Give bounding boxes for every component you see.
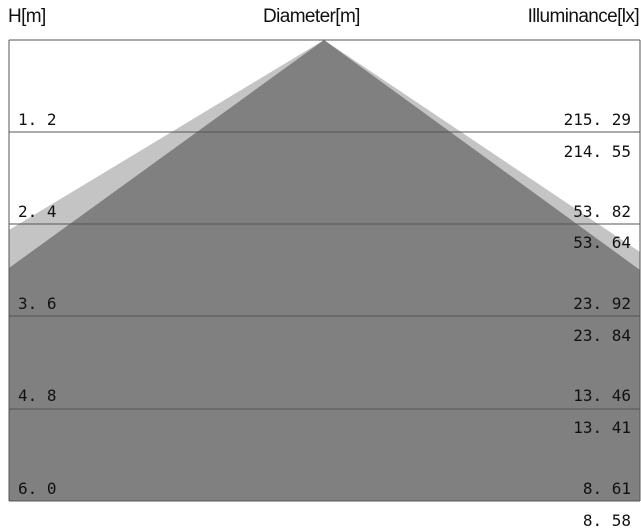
illuminance-value-b: 13. 41 — [573, 418, 631, 437]
height-value: 6. 0 — [18, 479, 57, 498]
illuminance-value-b: 214. 55 — [564, 142, 631, 161]
height-value: 1. 2 — [18, 110, 57, 129]
illuminance-value-a: 215. 29 — [564, 110, 631, 129]
illuminance-axis-label: Illuminance[lx] — [527, 6, 640, 27]
illuminance-value-a: 23. 92 — [573, 294, 631, 313]
illuminance-value-b: 8. 58 — [583, 511, 631, 530]
illuminance-value-a: 53. 82 — [573, 202, 631, 221]
beam-cone-primary — [9, 40, 640, 501]
height-axis-label: H[m] — [8, 6, 46, 27]
illuminance-value-a: 13. 46 — [573, 386, 631, 405]
illuminance-value-b: 23. 84 — [573, 326, 631, 345]
illuminance-value-b: 53. 64 — [573, 233, 631, 252]
height-value: 3. 6 — [18, 294, 57, 313]
illuminance-value-a: 8. 61 — [583, 479, 631, 498]
diameter-axis-label: Diameter[m] — [263, 6, 360, 27]
height-value: 4. 8 — [18, 386, 57, 405]
height-value: 2. 4 — [18, 202, 57, 221]
